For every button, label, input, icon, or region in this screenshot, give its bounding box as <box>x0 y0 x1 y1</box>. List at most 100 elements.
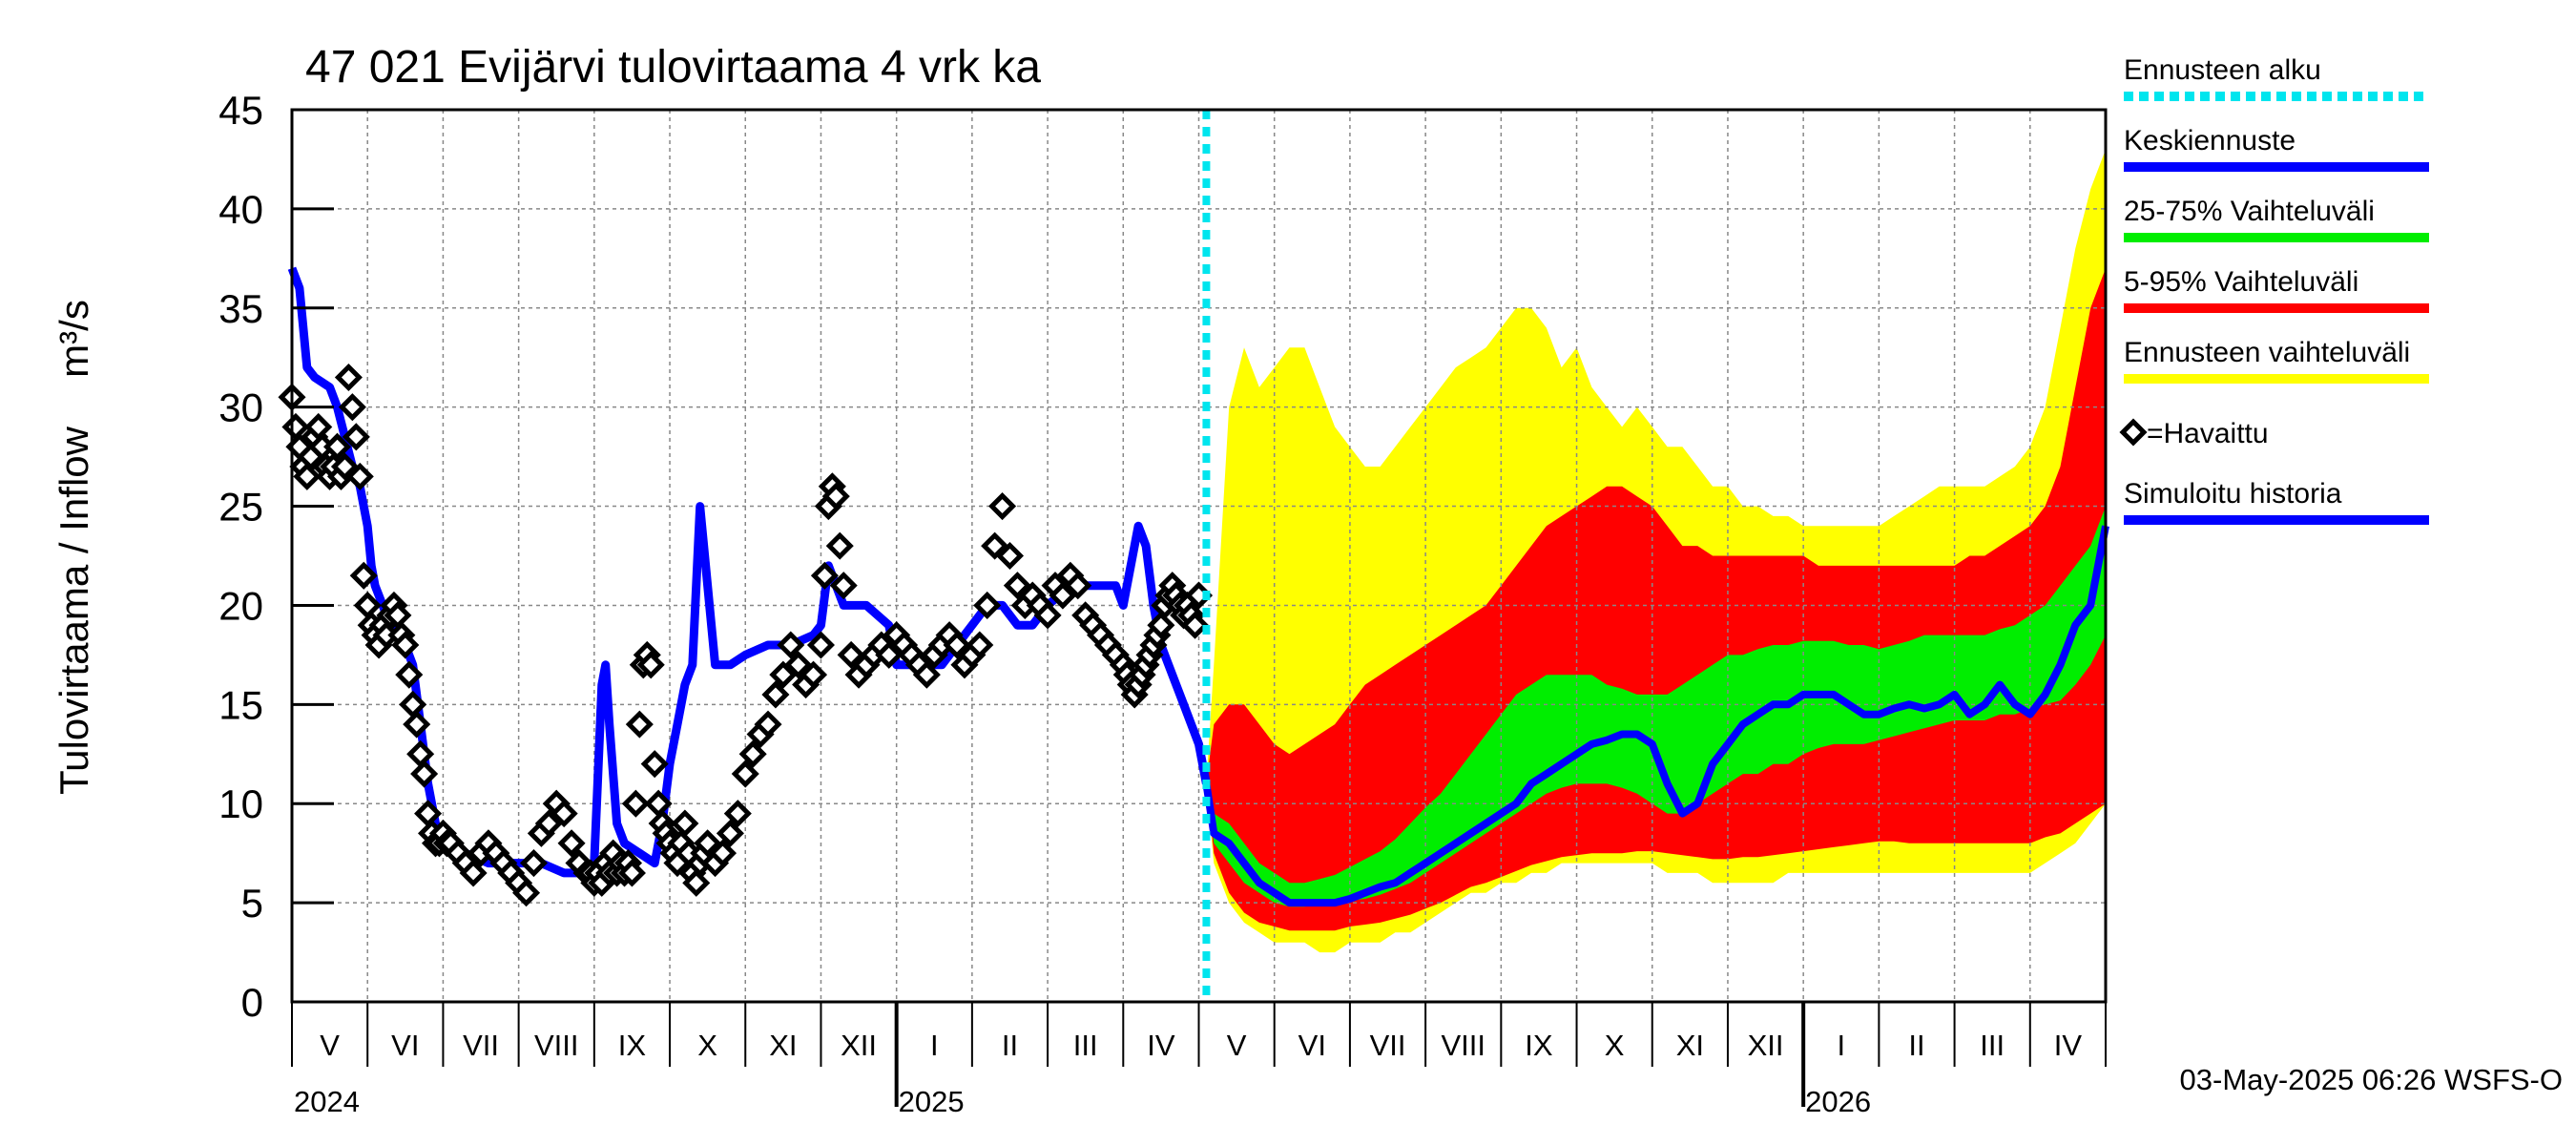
observed-point <box>512 879 541 907</box>
observed-point <box>973 591 1002 619</box>
observed-point <box>800 660 828 689</box>
forecast-bands <box>1206 149 2106 953</box>
observed-point <box>625 710 654 739</box>
observed-point <box>1181 611 1210 639</box>
month-label: X <box>697 1029 717 1062</box>
month-label: IV <box>2054 1029 2083 1062</box>
observed-point <box>682 868 711 897</box>
legend: Ennusteen alku Keskiennuste 25-75% Vaihtel… <box>2119 54 2429 525</box>
month-label: XII <box>1748 1029 1784 1062</box>
observed-point <box>1033 601 1062 630</box>
observed-point <box>1147 611 1175 639</box>
month-label: VII <box>1370 1029 1406 1062</box>
legend-label: Ennusteen vaihteluväli <box>2124 337 2410 368</box>
forecast-5-95-band <box>1206 268 2106 931</box>
observed-point <box>1064 572 1092 600</box>
month-label: XI <box>1676 1029 1704 1062</box>
median-forecast-line <box>1202 525 2109 907</box>
observed-point <box>550 800 578 828</box>
observed-point <box>694 829 722 858</box>
observed-point <box>410 760 439 788</box>
observed-point <box>1049 581 1077 610</box>
observed-point <box>293 462 322 490</box>
month-label: X <box>1605 1029 1625 1062</box>
observed-point <box>806 631 835 659</box>
y-tick-label: 20 <box>218 583 263 628</box>
observed-point <box>875 640 904 669</box>
observed-point <box>761 680 790 709</box>
month-label: XII <box>841 1029 877 1062</box>
legend-label: 5-95% Vaihteluväli <box>2124 266 2358 298</box>
observed-point <box>459 859 488 887</box>
observed-point <box>617 859 646 887</box>
observed-point <box>777 631 805 659</box>
month-label: V <box>1227 1029 1247 1062</box>
observed-point <box>338 393 366 422</box>
observed-point <box>330 452 359 481</box>
year-label: 2026 <box>1805 1085 1871 1118</box>
observed-point <box>769 660 798 689</box>
month-label: III <box>1073 1029 1098 1062</box>
y-tick-labels: 0 5 10 15 20 25 30 35 40 45 <box>218 88 334 1025</box>
y-tick-label: 25 <box>218 485 263 530</box>
observed-point <box>810 561 839 590</box>
month-label: IX <box>1525 1029 1553 1062</box>
observed-point <box>738 739 767 768</box>
y-tick-label: 0 <box>241 980 263 1025</box>
observed-point <box>334 363 363 392</box>
observed-point <box>322 432 352 461</box>
observed-point <box>821 482 850 510</box>
month-label: II <box>1908 1029 1924 1062</box>
observed-point <box>671 809 699 838</box>
observed-point <box>519 849 549 878</box>
observed-point <box>966 631 994 659</box>
observed-point <box>342 423 370 451</box>
grid-lines <box>292 110 2106 1002</box>
year-labels: 2024 2025 2026 <box>294 1085 1871 1118</box>
month-label: I <box>930 1029 939 1062</box>
observed-point <box>557 829 586 858</box>
month-label: IX <box>618 1029 647 1062</box>
observed-point <box>391 631 420 659</box>
observed-point <box>395 660 424 689</box>
month-label: IV <box>1147 1029 1175 1062</box>
month-label: I <box>1837 1029 1845 1062</box>
observed-point <box>723 800 752 828</box>
x-axis-ticks <box>291 1002 2107 1107</box>
y-tick-label: 15 <box>218 682 263 727</box>
observed-point <box>754 710 782 739</box>
y-tick-label: 40 <box>218 187 263 232</box>
observed-point <box>349 561 378 590</box>
observed-point <box>837 640 865 669</box>
y-axis-unit: m³/s <box>52 300 96 378</box>
observed-points <box>278 363 1214 907</box>
observed-point <box>912 660 941 689</box>
y-tick-label: 5 <box>241 881 263 926</box>
month-label: VIII <box>1441 1029 1485 1062</box>
observed-point <box>636 651 665 679</box>
month-label: VII <box>463 1029 499 1062</box>
y-tick-label: 35 <box>218 286 263 331</box>
observed-point <box>995 541 1025 571</box>
year-label: 2025 <box>899 1085 965 1118</box>
observed-point <box>731 760 759 788</box>
month-label: VIII <box>534 1029 579 1062</box>
legend-label: 25-75% Vaihteluväli <box>2124 196 2375 227</box>
observed-point <box>708 839 737 867</box>
legend-label: Keskiennuste <box>2124 125 2296 156</box>
observed-point <box>943 631 971 659</box>
chart-title: 47 021 Evijärvi tulovirtaama 4 vrk ka <box>305 42 1041 93</box>
y-tick-label: 30 <box>218 385 263 430</box>
observed-point <box>345 462 374 490</box>
legend-label: Simuloitu historia <box>2124 478 2342 510</box>
observed-point <box>829 572 858 600</box>
legend-label: =Havaittu <box>2147 418 2269 449</box>
observed-point <box>621 789 650 818</box>
month-label: II <box>1002 1029 1018 1062</box>
month-label: VI <box>391 1029 419 1062</box>
legend-swatch-diamond <box>2119 418 2148 447</box>
observed-point <box>981 531 1009 560</box>
observed-point <box>640 750 669 779</box>
month-label: V <box>320 1029 340 1062</box>
